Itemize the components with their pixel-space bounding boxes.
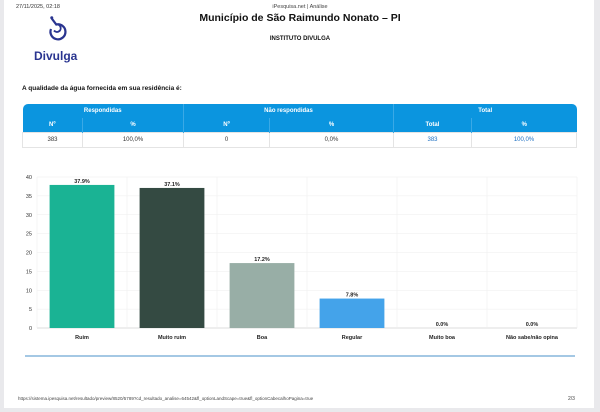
bar — [319, 298, 385, 328]
column-header: Nº — [183, 118, 270, 132]
site-label: iPesquisa.net | Análise — [272, 4, 328, 10]
column-header: % — [269, 118, 394, 132]
cell: 100,0% — [82, 131, 184, 148]
y-tick-label: 15 — [26, 269, 32, 275]
summary-table: Respondidas Não respondidas Total Nº % N… — [22, 104, 577, 148]
data-label: 7.8% — [346, 293, 359, 299]
x-tick-label: Ruim — [75, 335, 89, 341]
y-tick-label: 10 — [26, 288, 32, 294]
question-text: A qualidade da água fornecida em sua res… — [22, 85, 182, 92]
bar-chart: 0 5 10 15 20 25 30 35 40 37.9% Ruim 37.1% Muito ruim… — [25, 175, 578, 357]
x-tick-label: Não sabe/não opina — [506, 335, 559, 341]
footer-url: https://sistema.ipesquisa.net/resultado/… — [18, 396, 314, 401]
print-datetime: 27/11/2025, 02:18 — [16, 4, 60, 10]
page-title: Município de São Raimundo Nonato – PI — [199, 12, 401, 24]
cell: 383 — [22, 131, 83, 148]
y-tick-label: 5 — [29, 307, 32, 313]
y-tick-label: 20 — [26, 251, 32, 257]
data-label: 37.9% — [74, 179, 90, 185]
y-tick-label: 35 — [26, 194, 32, 200]
group-header: Total — [393, 104, 577, 118]
y-tick-label: 25 — [26, 232, 32, 238]
column-header: Nº — [22, 118, 83, 132]
cell: 0 — [183, 131, 270, 148]
institute-name: INSTITUTO DIVULGA — [269, 36, 331, 42]
x-tick-label: Boa — [257, 335, 268, 341]
x-tick-label: Regular — [342, 335, 363, 341]
column-header: % — [82, 118, 184, 132]
data-label: 17.2% — [254, 257, 270, 263]
data-label: 0.0% — [436, 322, 449, 328]
divulga-logo-icon — [49, 16, 67, 41]
group-header: Não respondidas — [183, 104, 394, 118]
y-tick-label: 40 — [26, 175, 32, 181]
bar — [49, 184, 115, 328]
table-row: 383 100,0% 0 0,0% 383 100,0% — [22, 131, 577, 148]
column-header: Total — [393, 118, 472, 132]
x-tick-label: Muito ruim — [158, 335, 186, 341]
cell: 0,0% — [269, 131, 394, 148]
page-number: 2/3 — [568, 396, 575, 402]
bar — [139, 187, 205, 328]
data-label: 0.0% — [526, 322, 539, 328]
logo-text: Divulga — [34, 49, 78, 63]
y-tick-label: 0 — [29, 326, 32, 332]
cell: 383 — [393, 131, 472, 148]
group-header: Respondidas — [22, 104, 184, 118]
column-header: % — [471, 118, 577, 132]
data-label: 37.1% — [164, 182, 180, 188]
y-tick-label: 30 — [26, 213, 32, 219]
cell: 100,0% — [471, 131, 577, 148]
bar — [229, 263, 295, 328]
x-tick-label: Muito boa — [429, 335, 456, 341]
